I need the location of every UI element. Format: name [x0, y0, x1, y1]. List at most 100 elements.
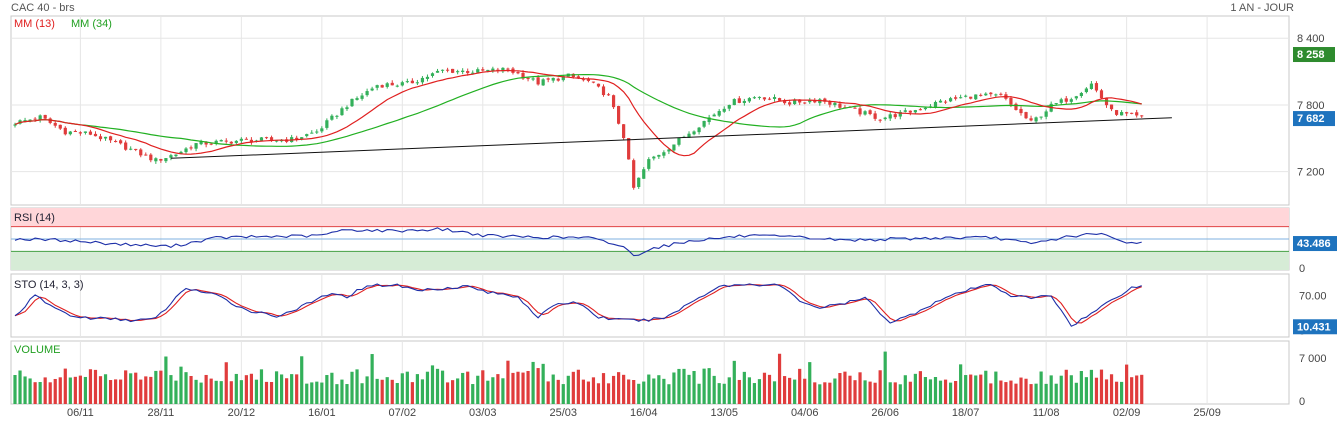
volume-bar [119, 379, 123, 404]
volume-bar [742, 371, 746, 404]
date-tick-label: 06/11 [67, 407, 94, 419]
volume-bar [813, 382, 817, 404]
rsi-tick-label: 0 [1299, 263, 1305, 275]
volume-label: VOLUME [14, 344, 61, 356]
volume-bar [1054, 383, 1058, 404]
candle [1044, 111, 1048, 117]
candle [873, 113, 877, 119]
candle [737, 98, 741, 103]
candle [707, 117, 711, 123]
candle [179, 151, 183, 154]
volume-bar [355, 369, 359, 404]
volume-bar [888, 382, 892, 404]
candle [1094, 83, 1099, 91]
volume-bar [315, 381, 319, 404]
candle [1034, 117, 1038, 122]
volume-bar [199, 382, 203, 404]
volume-bar [918, 371, 922, 404]
volume-bar [1004, 382, 1008, 404]
volume-bar [561, 384, 565, 404]
volume-bar [23, 376, 27, 404]
candle [526, 77, 530, 80]
volume-bar [954, 381, 958, 404]
candle [712, 114, 716, 117]
volume-bar [652, 378, 656, 404]
volume-bar [279, 374, 284, 404]
volume-bar [28, 378, 32, 404]
volume-bar [617, 372, 621, 404]
volume-bar [551, 374, 555, 404]
volume-bar [637, 383, 641, 404]
candle [908, 110, 912, 113]
candle [551, 77, 555, 81]
sto-value-text: 10.431 [1297, 321, 1331, 333]
date-tick-label: 07/02 [389, 407, 417, 419]
candle [561, 76, 565, 81]
candle [134, 148, 138, 150]
volume-bar [350, 371, 354, 404]
volume-bar [229, 381, 233, 404]
volume-bar [375, 378, 379, 404]
volume-bar [757, 379, 762, 404]
candle [466, 70, 470, 74]
volume-bar [1059, 375, 1063, 404]
volume-bar [531, 361, 535, 404]
candle [752, 97, 757, 99]
candle [596, 83, 601, 87]
volume-bar [144, 376, 148, 404]
volume-bar [154, 370, 158, 404]
candle [617, 106, 621, 124]
volume-bar [53, 378, 57, 404]
candle [813, 99, 817, 103]
candle [702, 120, 706, 127]
volume-bar [601, 373, 606, 404]
candle [139, 149, 143, 156]
candle [1089, 83, 1094, 89]
volume-bar [385, 377, 389, 404]
candle [380, 85, 384, 88]
volume-bar [219, 381, 223, 404]
period-selector[interactable]: 1 AN - JOUR [1230, 2, 1294, 14]
candle [98, 136, 103, 140]
candle [325, 120, 329, 128]
volume-bar [908, 381, 912, 404]
volume-bar [88, 369, 93, 404]
rsi-oversold-zone [11, 251, 1289, 270]
candle [838, 103, 842, 108]
candle [144, 154, 148, 156]
candle [1140, 115, 1144, 117]
volume-bar [239, 380, 243, 404]
volume-bar [134, 372, 138, 404]
rsi-series [14, 227, 1142, 257]
candle [556, 78, 560, 81]
candle [63, 127, 67, 135]
candle [622, 124, 626, 139]
volume-bar [984, 370, 988, 404]
trend-line [170, 117, 1172, 159]
volume-bar [1104, 379, 1109, 404]
volume-bar [380, 379, 384, 404]
legend-mm34: MM (34) [71, 18, 112, 30]
volume-bar [943, 379, 948, 404]
volume-tick-7000: 7 000 [1299, 353, 1327, 365]
last-price-badge [1293, 111, 1335, 127]
candle [1059, 99, 1063, 103]
volume-bar [224, 362, 228, 404]
candle [672, 144, 676, 151]
volume-bar [486, 380, 490, 404]
volume-bar [139, 379, 143, 404]
candle [868, 110, 872, 115]
candle [315, 131, 319, 133]
volume-bar [1135, 375, 1139, 404]
candle [772, 97, 777, 99]
volume-bar [501, 378, 505, 404]
volume-bar [440, 370, 445, 404]
candle [350, 98, 354, 107]
candle [767, 98, 772, 100]
price-tick-label: 8 400 [1297, 33, 1325, 45]
candle [13, 124, 17, 126]
candle [782, 100, 787, 104]
volume-bar [627, 379, 631, 404]
volume-bar [1084, 377, 1088, 404]
candle [1024, 112, 1028, 119]
